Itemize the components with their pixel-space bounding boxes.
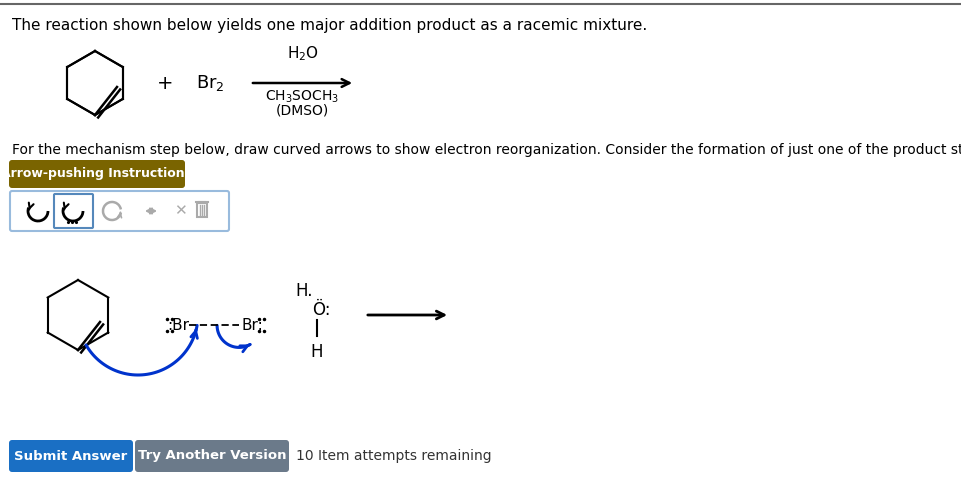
Text: Ö:: Ö:	[311, 301, 331, 319]
Text: For the mechanism step below, draw curved arrows to show electron reorganization: For the mechanism step below, draw curve…	[12, 143, 961, 157]
FancyBboxPatch shape	[9, 440, 133, 472]
Text: Br$_2$: Br$_2$	[195, 73, 224, 93]
Text: :Br: :Br	[167, 318, 189, 333]
Text: H.: H.	[295, 282, 312, 300]
Text: H$_2$O: H$_2$O	[286, 44, 318, 63]
Text: Arrow-pushing Instructions: Arrow-pushing Instructions	[2, 167, 192, 181]
Text: The reaction shown below yields one major addition product as a racemic mixture.: The reaction shown below yields one majo…	[12, 18, 647, 33]
FancyBboxPatch shape	[135, 440, 288, 472]
Text: CH$_3$SOCH$_3$: CH$_3$SOCH$_3$	[265, 89, 339, 106]
FancyBboxPatch shape	[9, 160, 185, 188]
Text: 10 Item attempts remaining: 10 Item attempts remaining	[296, 449, 491, 463]
Text: H: H	[310, 343, 323, 361]
Text: Try Another Version: Try Another Version	[137, 449, 286, 463]
Text: ✕: ✕	[173, 204, 186, 218]
FancyBboxPatch shape	[10, 191, 229, 231]
Text: (DMSO): (DMSO)	[276, 103, 329, 117]
FancyBboxPatch shape	[54, 194, 93, 228]
Text: +: +	[157, 74, 173, 93]
Text: Submit Answer: Submit Answer	[14, 449, 128, 463]
Text: Br:: Br:	[241, 318, 262, 333]
